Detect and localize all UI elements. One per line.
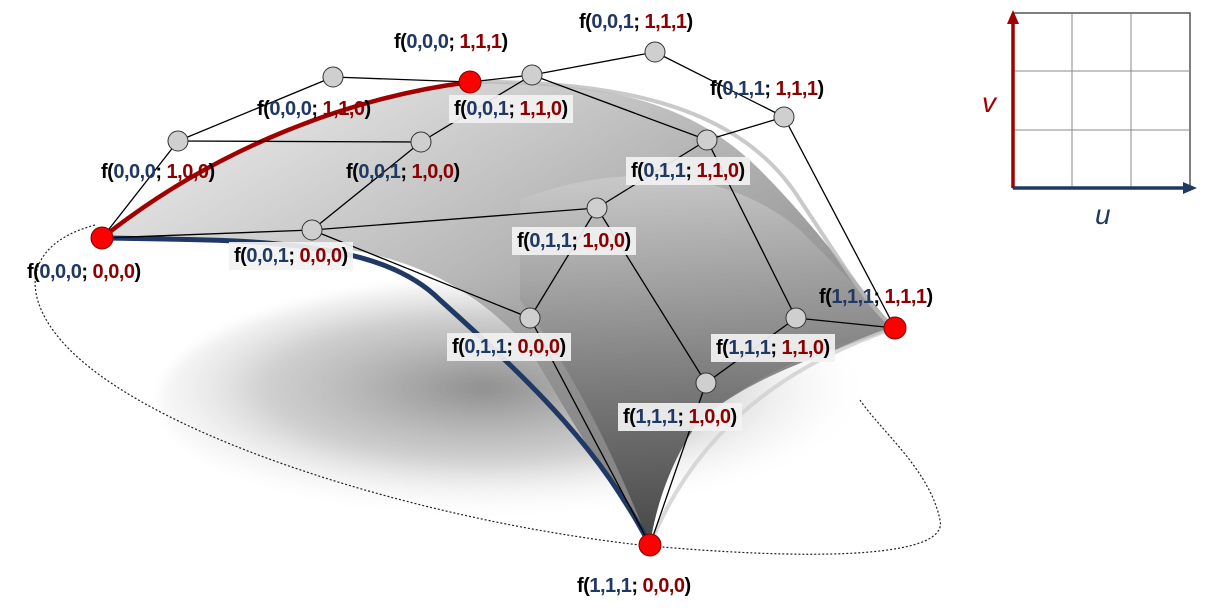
point-label: f(1,1,1; 1,1,1) [819,286,933,308]
point-label: f(0,0,1; 1,1,1) [579,11,693,33]
control-point [521,64,543,86]
control-point [410,131,432,153]
control-point [322,66,344,88]
control-point [519,307,541,329]
point-label: f(1,1,1; 0,0,0) [577,575,691,597]
point-label: f(1,1,1; 1,0,0) [618,403,742,431]
corner-point [90,226,114,250]
u-axis-label: u [1095,199,1111,230]
domain-frame [1012,12,1191,189]
point-label: f(1,1,1; 1,1,0) [711,334,835,362]
corner-point [458,70,482,94]
control-points [167,41,807,394]
control-point [586,197,608,219]
bottom-boundary-curve [648,326,896,546]
point-label: f(0,0,0; 0,0,0) [27,261,141,283]
outline-curve [34,224,941,555]
point-label: f(0,0,1; 1,0,0) [346,161,460,183]
u-boundary-curve [101,235,653,547]
u-axis-arrowhead [1183,182,1197,194]
v-boundary-curve [100,79,471,240]
v-axis-arrowhead [1007,10,1019,24]
control-point [644,41,666,63]
corner-point [883,316,907,340]
point-label: f(0,1,1; 1,1,0) [626,157,750,185]
control-point [785,307,807,329]
control-point [696,129,718,151]
point-label: f(0,0,0; 1,1,0) [257,98,371,120]
control-point [695,372,717,394]
parameter-domain [1007,10,1197,194]
point-label: f(0,0,1; 0,0,0) [229,242,353,270]
right-boundary-curve [469,79,897,330]
point-label: f(0,1,1; 1,0,0) [512,227,636,255]
surface-shade [520,176,895,545]
point-label: f(0,0,0; 1,0,0) [101,161,215,183]
control-net [101,51,896,546]
control-point [167,130,189,152]
control-point [773,106,795,128]
point-label: f(0,1,1; 0,0,0) [447,333,571,361]
point-label: f(0,1,1; 1,1,1) [710,78,824,100]
corner-points [90,70,907,557]
control-point [301,219,323,241]
corner-point [638,533,662,557]
point-label: f(0,0,1; 1,1,0) [449,95,573,123]
v-axis-label: v [982,87,996,118]
point-label: f(0,0,0; 1,1,1) [394,31,508,53]
